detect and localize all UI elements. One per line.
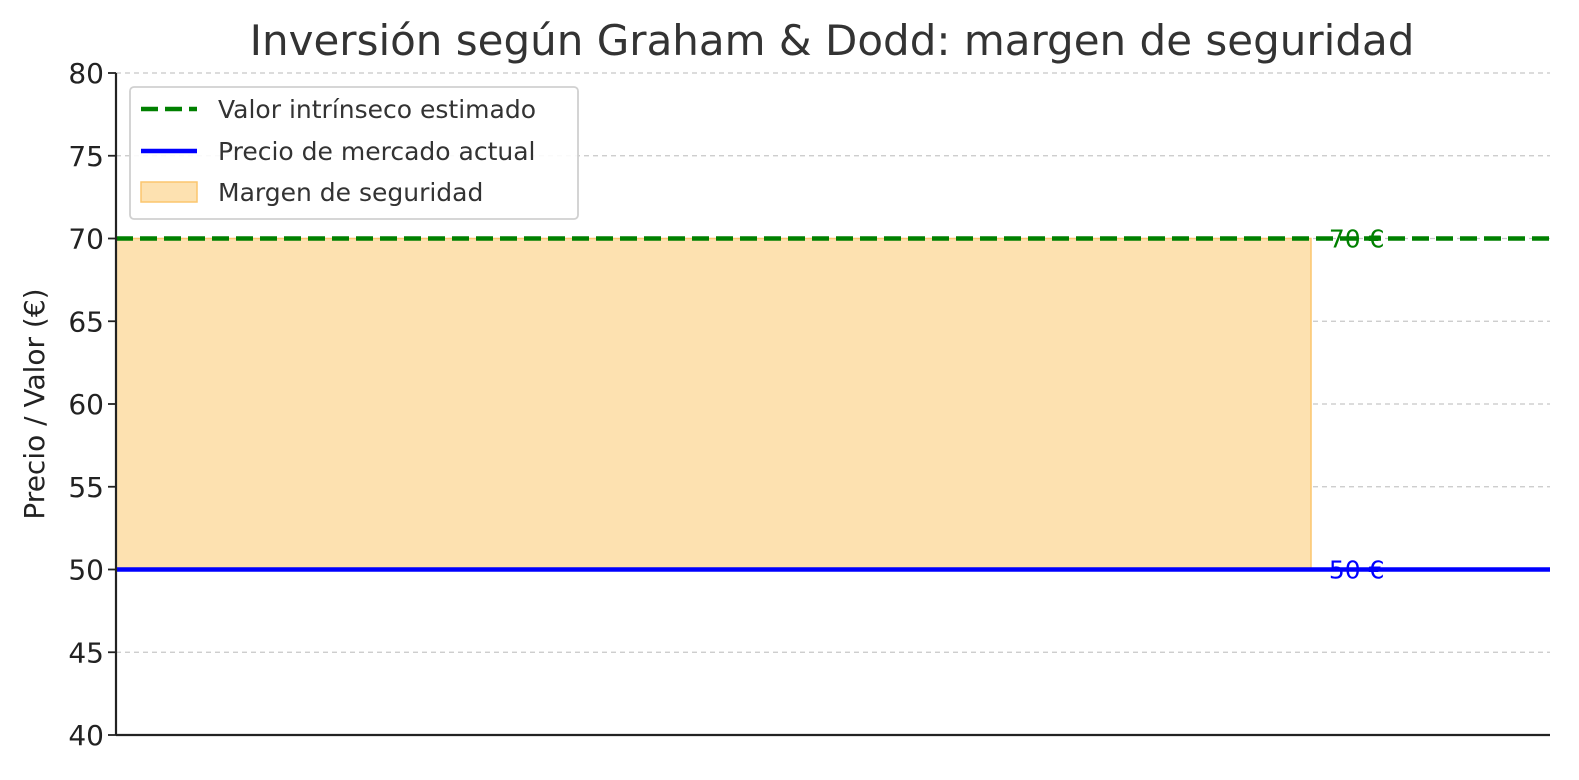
y-ticks: 40 45 50 55 60 65 70 75 80 [68,57,116,752]
legend: Valor intrínseco estimado Precio de merca… [129,86,579,220]
y-tick-label: 70 [68,223,104,256]
y-tick-label: 45 [68,636,104,669]
y-tick-label: 75 [68,140,104,173]
y-tick-label: 80 [68,57,104,90]
y-tick-label: 40 [68,719,104,752]
annotation-label: 50 € [1329,556,1385,585]
y-tick-label: 50 [68,554,104,587]
margin-band [115,237,1312,571]
y-axis-label: Precio / Valor (€) [18,288,51,519]
legend-label: Margen de seguridad [218,178,483,207]
series-lines-layer [116,236,1550,572]
legend-label: Valor intrínseco estimado [218,95,536,124]
y-tick-label: 65 [68,305,104,338]
y-tick-label: 55 [68,471,104,504]
annotation-label: 70 € [1329,225,1385,254]
margin-band-layer [115,237,1312,571]
legend-swatch-patch [140,181,198,203]
annotations-layer: 70 € 50 € [1329,225,1385,585]
y-tick-label: 60 [68,388,104,421]
legend-box [129,86,579,220]
chart-title: Inversión según Graham & Dodd: margen de… [250,16,1415,65]
legend-label: Precio de mercado actual [218,137,536,166]
